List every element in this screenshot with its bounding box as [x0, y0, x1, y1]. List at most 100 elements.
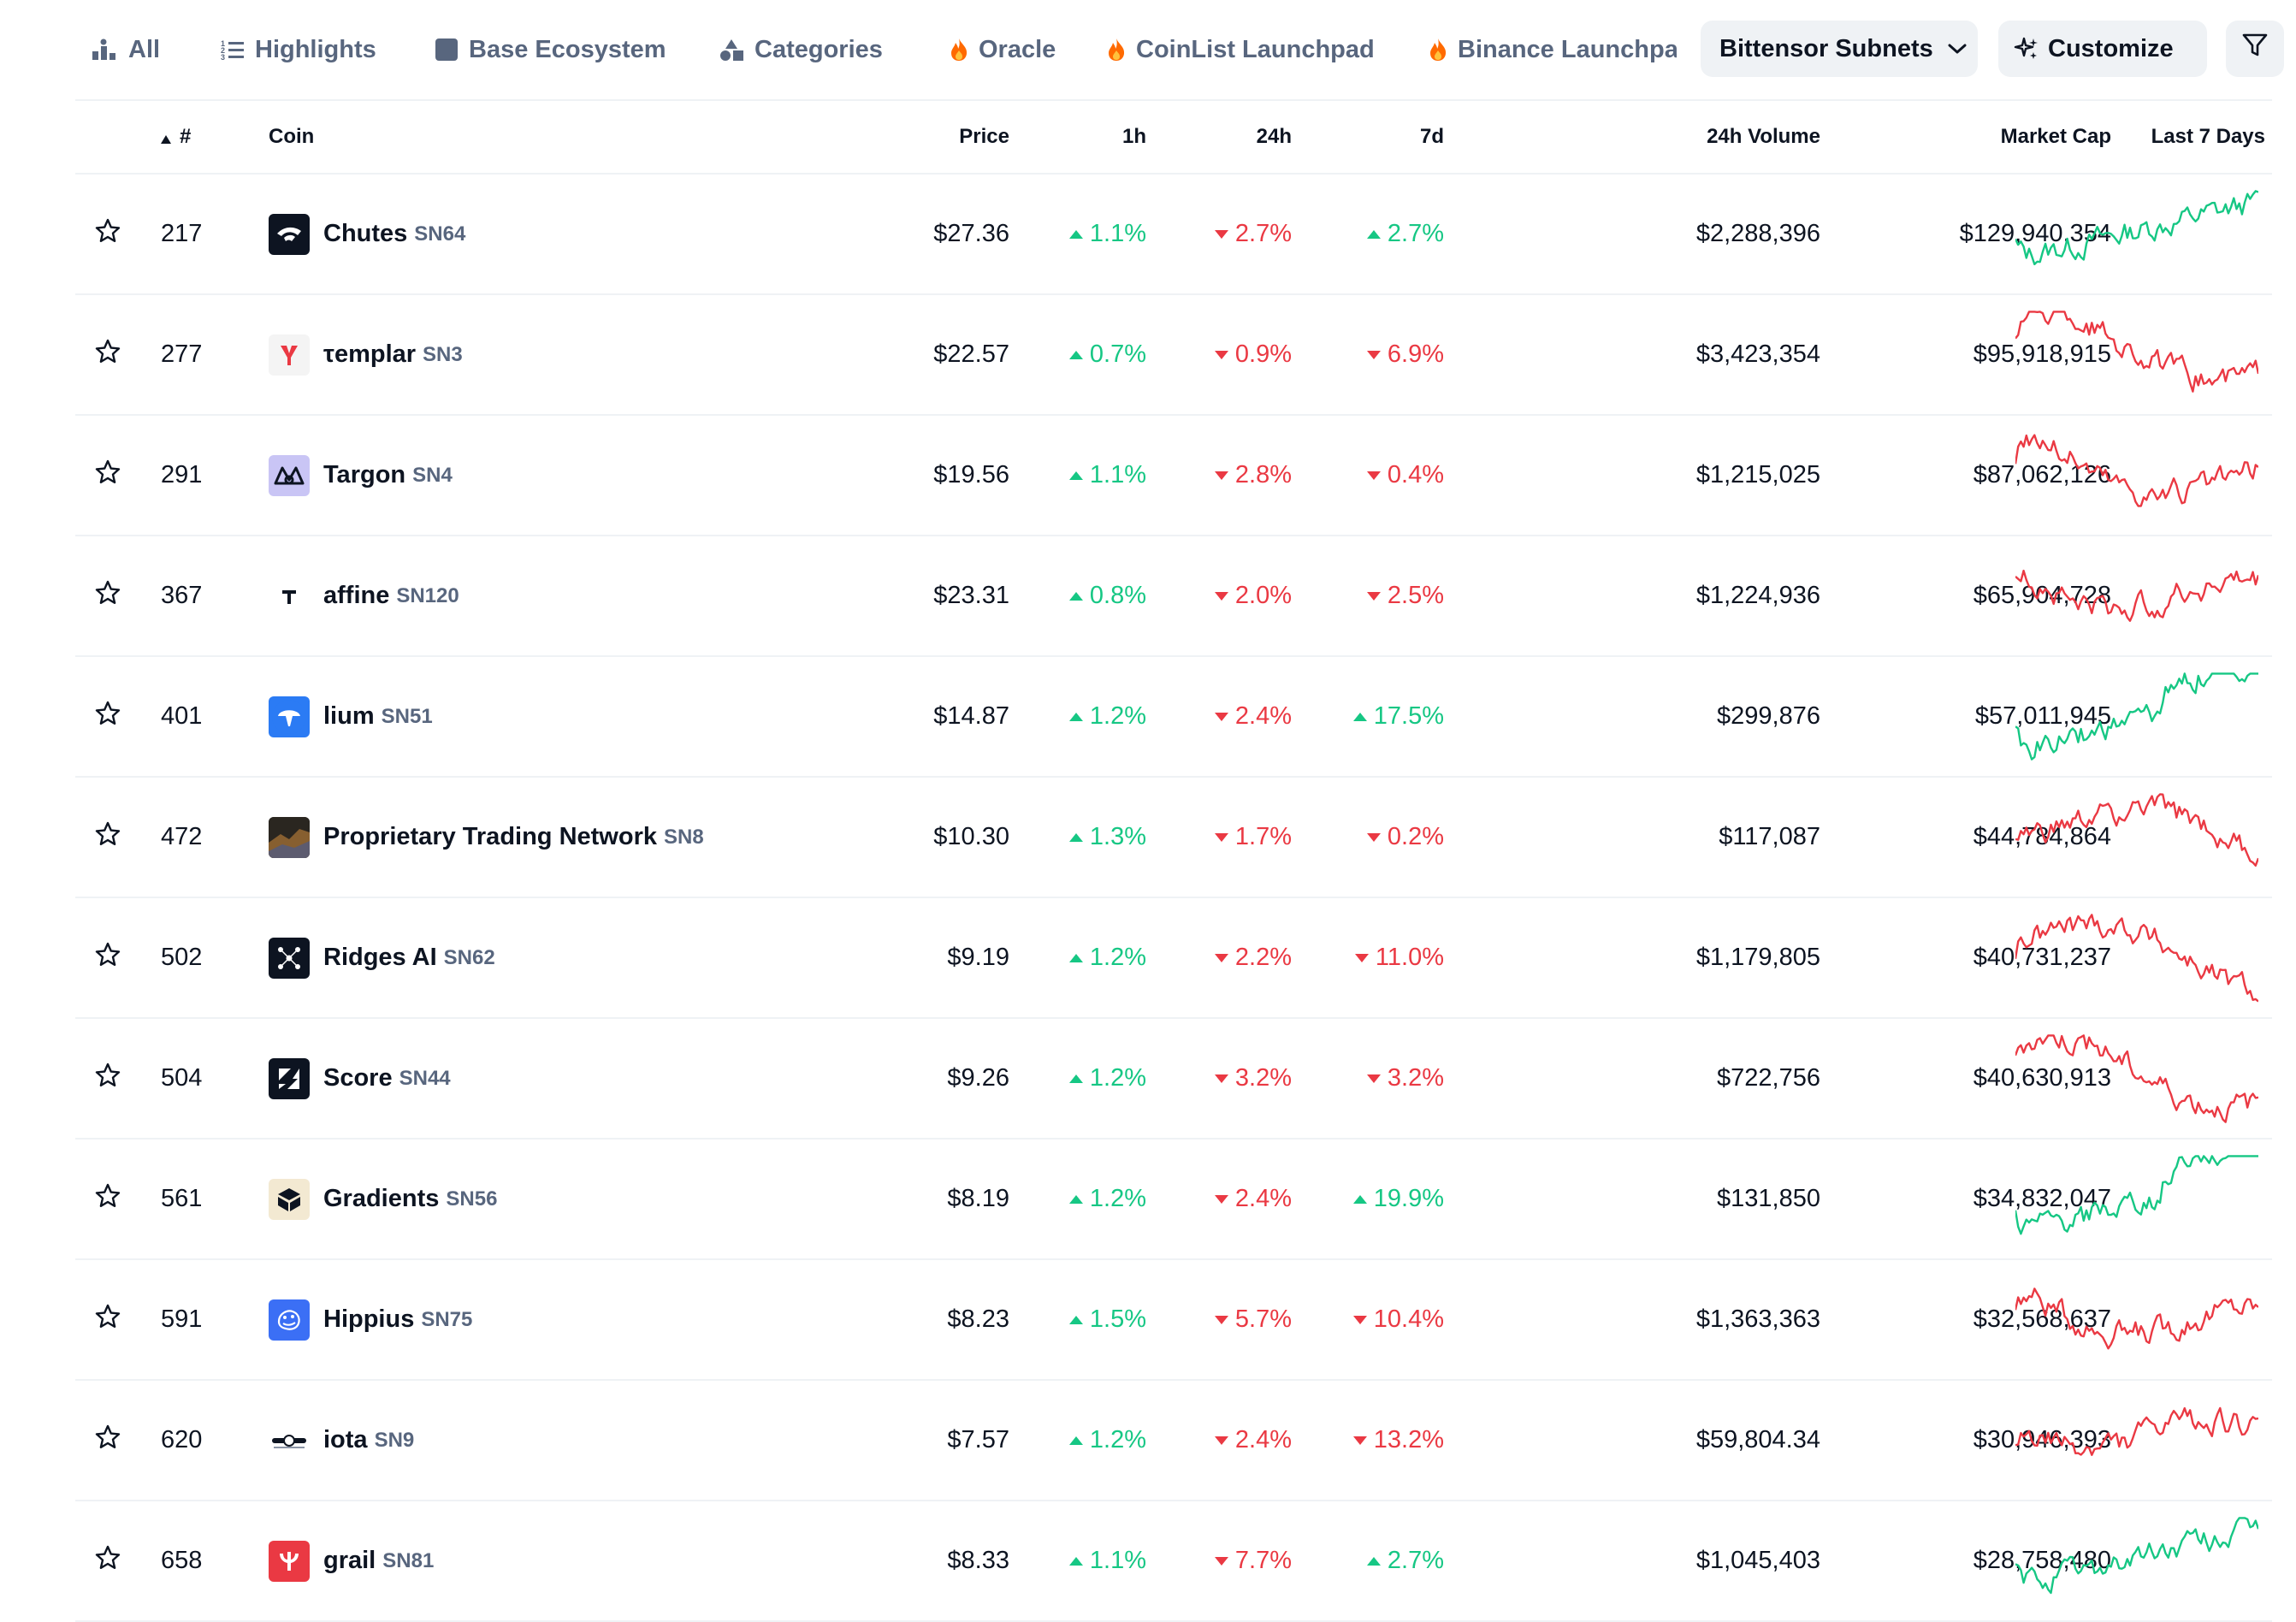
watchlist-star-button[interactable]: [91, 1019, 125, 1138]
header-price[interactable]: Price: [959, 125, 1009, 148]
sparkline-line: [2015, 1154, 2258, 1234]
filter-button[interactable]: [2226, 21, 2284, 77]
table-row[interactable]: 217 Chutes SN64 $27.36 1.1% 2.7% 2.7% $2…: [75, 175, 2272, 295]
header-market-cap[interactable]: Market Cap: [2000, 125, 2111, 148]
tab-binance-launchpad[interactable]: Binance Launchpad: [1429, 26, 1677, 74]
watchlist-star-button[interactable]: [91, 898, 125, 1017]
table-row[interactable]: 561 Gradients SN56 $8.19 1.2% 2.4% 19.9%…: [75, 1140, 2272, 1260]
coin-link[interactable]: iota SN9: [269, 1381, 833, 1500]
sparkline-chart[interactable]: [2009, 1140, 2265, 1258]
watchlist-star-button[interactable]: [91, 175, 125, 293]
coin-symbol: SN44: [399, 1066, 451, 1090]
coin-link[interactable]: Chutes SN64: [269, 175, 833, 293]
tab-categories[interactable]: Categories: [719, 26, 883, 74]
header-coin[interactable]: Coin: [269, 125, 315, 148]
watchlist-star-button[interactable]: [91, 295, 125, 414]
chevron-down-icon: [1947, 42, 1968, 56]
watchlist-star-button[interactable]: [91, 1381, 125, 1500]
price-cell: $8.19: [947, 1185, 1009, 1212]
coin-link[interactable]: lium SN51: [269, 657, 833, 776]
header-1h[interactable]: 1h: [1121, 125, 1146, 148]
subnets-dropdown[interactable]: Bittensor Subnets: [1701, 21, 1978, 77]
coin-link[interactable]: Hippius SN75: [269, 1260, 833, 1379]
sparkline-chart[interactable]: [2009, 1019, 2265, 1138]
sparkline-chart[interactable]: [2009, 416, 2265, 535]
watchlist-star-button[interactable]: [91, 416, 125, 535]
coin-link[interactable]: affine SN120: [269, 536, 833, 655]
sparkline-chart[interactable]: [2009, 536, 2265, 655]
sparkline-chart[interactable]: [2009, 175, 2265, 293]
customize-button[interactable]: Customize: [1998, 21, 2207, 77]
change-1h-value: 1.2%: [1089, 1064, 1146, 1092]
sparkline-chart[interactable]: [2009, 1501, 2265, 1620]
watchlist-star-button[interactable]: [91, 536, 125, 655]
watchlist-star-button[interactable]: [91, 657, 125, 776]
tab-all[interactable]: All: [91, 26, 160, 74]
bar-chart-icon: [91, 38, 118, 62]
coin-link[interactable]: Proprietary Trading Network SN8: [269, 778, 833, 897]
table-row[interactable]: 277 τemplar SN3 $22.57 0.7% 0.9% 6.9% $3…: [75, 295, 2272, 416]
caret-up-icon: [1352, 1195, 1367, 1205]
price-cell: $27.36: [933, 220, 1009, 247]
sparkline-chart[interactable]: [2009, 657, 2265, 776]
watchlist-star-button[interactable]: [91, 1501, 125, 1620]
sparkline-line: [2015, 672, 2258, 761]
table-row[interactable]: 658 grail SN81 $8.33 1.1% 7.7% 2.7% $1,0…: [75, 1501, 2272, 1622]
table-row[interactable]: 591 Hippius SN75 $8.23 1.5% 5.7% 10.4% $…: [75, 1260, 2272, 1381]
tab-base-ecosystem[interactable]: Base Ecosystem: [435, 26, 666, 74]
change-24h-cell: 0.9%: [1162, 295, 1292, 414]
change-7d-cell: 2.5%: [1307, 536, 1444, 655]
volume-24h-cell: $117,087: [1719, 823, 1820, 850]
header-24h-volume[interactable]: 24h Volume: [1707, 125, 1820, 148]
table-row[interactable]: 504 Score SN44 $9.26 1.2% 3.2% 3.2% $722…: [75, 1019, 2272, 1140]
table-row[interactable]: 367 affine SN120 $23.31 0.8% 2.0% 2.5% $…: [75, 536, 2272, 657]
table-row[interactable]: 472 Proprietary Trading Network SN8 $10.…: [75, 778, 2272, 898]
table-row[interactable]: 291 Targon SN4 $19.56 1.1% 2.8% 0.4% $1,…: [75, 416, 2272, 536]
caret-up-icon: [1068, 1557, 1083, 1566]
tab-label: Binance Launchpad: [1458, 35, 1677, 63]
caret-down-icon: [1214, 592, 1228, 601]
caret-down-icon: [1214, 1316, 1228, 1325]
change-1h-cell: 1.2%: [1016, 1381, 1146, 1500]
watchlist-star-button[interactable]: [91, 778, 125, 897]
watchlist-star-button[interactable]: [91, 1140, 125, 1258]
sparkline-chart[interactable]: [2009, 1381, 2265, 1500]
iota-logo-icon: [269, 1419, 310, 1461]
change-7d-cell: 17.5%: [1307, 657, 1444, 776]
caret-down-icon: [1214, 1557, 1228, 1566]
star-icon: [94, 217, 121, 252]
sparkline-chart[interactable]: [2009, 1260, 2265, 1379]
coin-link[interactable]: Score SN44: [269, 1019, 833, 1138]
sparkline-chart[interactable]: [2009, 778, 2265, 897]
change-7d-cell: 0.2%: [1307, 778, 1444, 897]
fire-icon: [1107, 38, 1126, 62]
change-24h-cell: 2.2%: [1162, 898, 1292, 1017]
change-7d-value: 17.5%: [1373, 702, 1444, 730]
coin-link[interactable]: Targon SN4: [269, 416, 833, 535]
header-7d[interactable]: 7d: [1419, 125, 1444, 148]
coin-name: lium: [323, 702, 375, 730]
tab-coinlist-launchpad[interactable]: CoinList Launchpad: [1107, 26, 1375, 74]
change-24h-cell: 1.7%: [1162, 778, 1292, 897]
coin-link[interactable]: τemplar SN3: [269, 295, 833, 414]
caret-down-icon: [1214, 1074, 1228, 1084]
coin-link[interactable]: grail SN81: [269, 1501, 833, 1620]
rank-cell: 504: [161, 1064, 203, 1092]
sparkline-line: [2015, 1406, 2258, 1456]
caret-down-icon: [1366, 592, 1381, 601]
table-row[interactable]: 401 lium SN51 $14.87 1.2% 2.4% 17.5% $29…: [75, 657, 2272, 778]
header-24h[interactable]: 24h: [1256, 125, 1292, 148]
table-row[interactable]: 620 iota SN9 $7.57 1.2% 2.4% 13.2% $59,8…: [75, 1381, 2272, 1501]
coin-link[interactable]: Ridges AI SN62: [269, 898, 833, 1017]
sparkline-chart[interactable]: [2009, 898, 2265, 1017]
coin-link[interactable]: Gradients SN56: [269, 1140, 833, 1258]
table-row[interactable]: 502 Ridges AI SN62 $9.19 1.2% 2.2% 11.0%…: [75, 898, 2272, 1019]
header-rank[interactable]: #: [161, 101, 246, 173]
caret-down-icon: [1352, 1316, 1367, 1325]
tab-oracle[interactable]: Oracle: [950, 26, 1056, 74]
sparkline-chart[interactable]: [2009, 295, 2265, 414]
change-7d-value: 6.9%: [1387, 340, 1444, 368]
watchlist-star-button[interactable]: [91, 1260, 125, 1379]
